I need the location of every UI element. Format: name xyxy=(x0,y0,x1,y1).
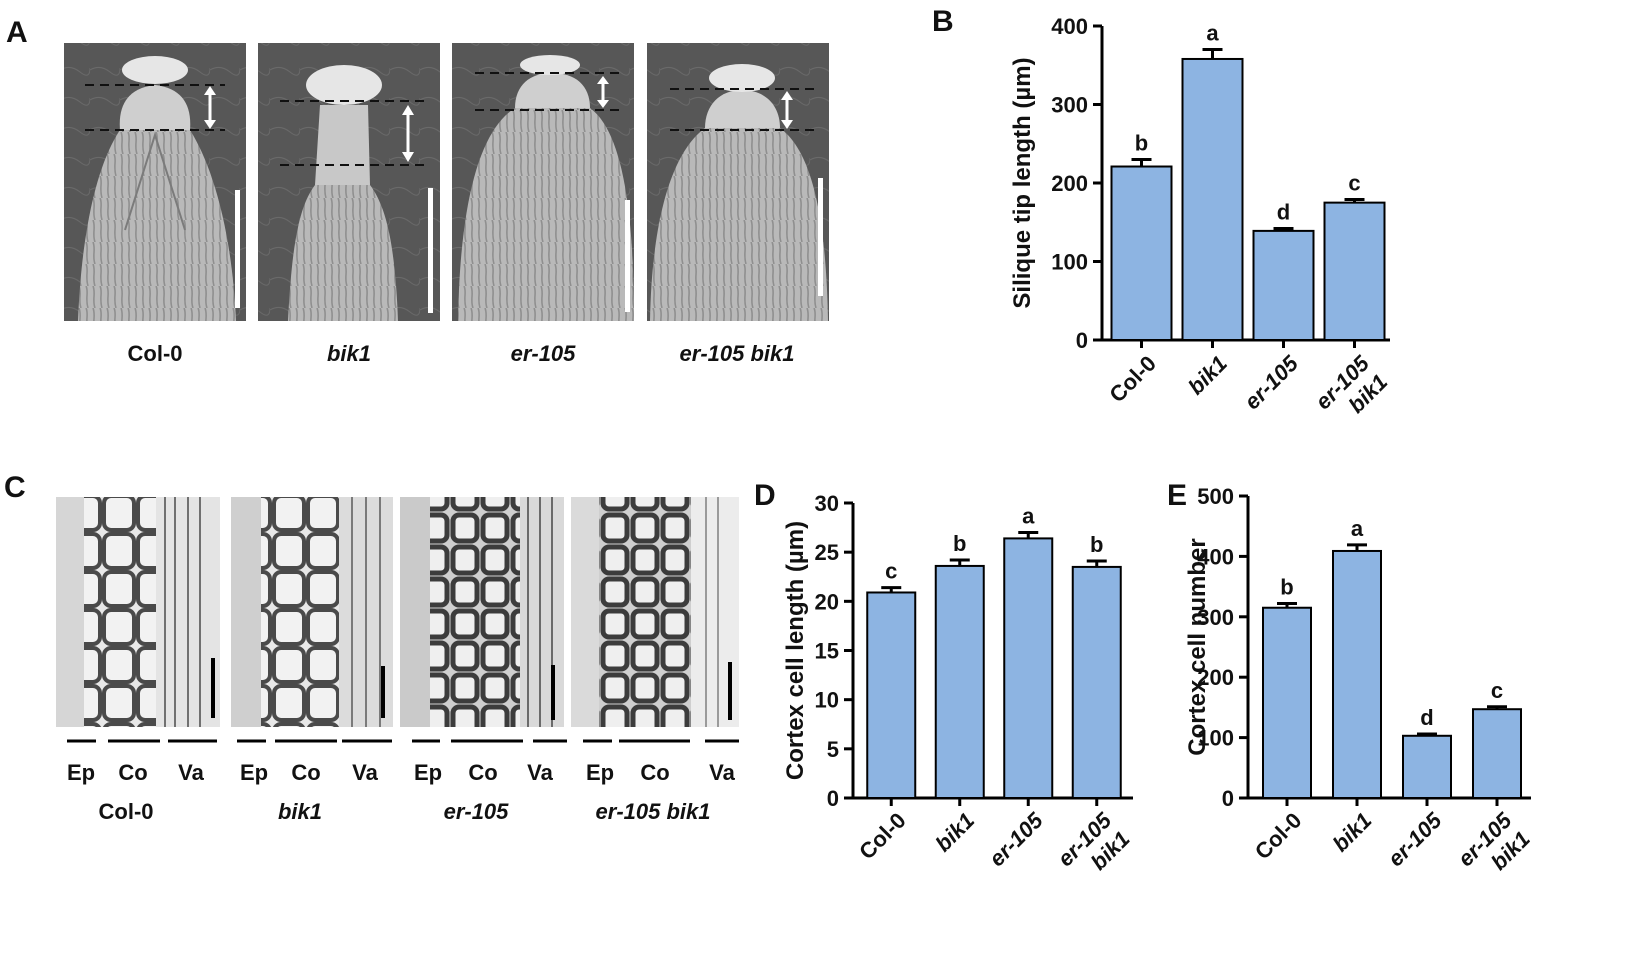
tissue-label-va-4: Va xyxy=(709,760,735,785)
significance-letter: d xyxy=(1277,200,1290,225)
tissue-label-ep-3: Ep xyxy=(414,760,442,785)
tissue-label-va-1: Va xyxy=(178,760,204,785)
panel-label-d: D xyxy=(754,479,776,512)
y-tick-label: 25 xyxy=(815,540,839,565)
y-tick-label: 0 xyxy=(1222,786,1234,811)
tissue-label-co-4: Co xyxy=(640,760,669,785)
bar xyxy=(1181,57,1244,341)
x-tick-label: bik1 xyxy=(1328,808,1377,857)
x-tick-label: Col-0 xyxy=(854,808,911,865)
sem-image-col0 xyxy=(64,43,246,321)
y-tick-label: 100 xyxy=(1197,726,1234,751)
bar xyxy=(1252,229,1315,341)
chart-cortex-cell-number: 0 100 200 300 400 500 Cortex cell number b Col-0… xyxy=(1184,484,1535,889)
bar xyxy=(1071,565,1122,800)
x-tick-label: er-105 xyxy=(1239,350,1303,414)
x-tick-label: bik1 xyxy=(1183,351,1232,400)
significance-letter: a xyxy=(1351,516,1364,541)
x-tick-label: er-105bik1 xyxy=(1453,807,1535,889)
tissue-label-co-3: Co xyxy=(468,760,497,785)
x-tick-label: er-105 xyxy=(1383,807,1447,871)
caption-a-er105-bik1: er-105 bik1 xyxy=(680,341,795,366)
y-axis-label: Cortex cell number xyxy=(1184,538,1211,755)
x-tick-label: er-105bik1 xyxy=(1310,350,1392,432)
caption-a-col0: Col-0 xyxy=(128,341,183,366)
bar xyxy=(1262,606,1312,799)
micrograph-col0 xyxy=(56,497,220,727)
x-tick-label: er-105bik1 xyxy=(1053,807,1135,889)
caption-c-bik1: bik1 xyxy=(278,799,322,824)
y-tick-label: 0 xyxy=(827,786,839,811)
panel-label-c: C xyxy=(4,471,26,504)
significance-letter: d xyxy=(1420,705,1433,730)
significance-letter: a xyxy=(1206,21,1219,46)
bar xyxy=(934,564,985,800)
significance-letter: b xyxy=(1090,532,1103,557)
sem-image-er105-bik1 xyxy=(647,43,829,321)
bar xyxy=(1323,201,1386,341)
caption-c-er105: er-105 xyxy=(444,799,510,824)
significance-letter: b xyxy=(1280,575,1293,600)
significance-letter: c xyxy=(1348,170,1360,195)
panel-label-a: A xyxy=(6,16,28,49)
y-tick-label: 100 xyxy=(1051,250,1088,275)
bar xyxy=(1402,734,1452,800)
y-tick-label: 500 xyxy=(1197,484,1234,509)
y-tick-label: 0 xyxy=(1076,328,1088,353)
tissue-label-va-3: Va xyxy=(527,760,553,785)
x-tick-label: er-105 xyxy=(984,807,1048,871)
significance-letter: b xyxy=(1135,130,1148,155)
tissue-label-ep-1: Ep xyxy=(67,760,95,785)
y-axis-label: Silique tip length (µm) xyxy=(1009,57,1036,308)
bar xyxy=(1110,165,1173,341)
micrograph-er105-bik1 xyxy=(571,497,739,727)
tissue-label-ep-4: Ep xyxy=(586,760,614,785)
bar xyxy=(1332,549,1382,799)
micrograph-bik1 xyxy=(231,497,393,727)
tissue-label-co-1: Co xyxy=(118,760,147,785)
significance-letter: a xyxy=(1022,504,1035,529)
y-tick-label: 30 xyxy=(815,491,839,516)
tissue-label-co-2: Co xyxy=(291,760,320,785)
bar xyxy=(1003,537,1054,800)
y-tick-label: 5 xyxy=(827,737,839,762)
panel-label-b: B xyxy=(932,5,954,38)
micrograph-er105 xyxy=(400,497,564,727)
y-tick-label: 200 xyxy=(1197,665,1234,690)
y-tick-label: 10 xyxy=(815,688,839,713)
caption-c-er105-bik1: er-105 bik1 xyxy=(596,799,711,824)
bar xyxy=(866,591,917,799)
tissue-label-ep-2: Ep xyxy=(240,760,268,785)
sem-image-er105 xyxy=(452,43,634,321)
y-axis-label: Cortex cell length (µm) xyxy=(782,521,809,780)
caption-c-col0: Col-0 xyxy=(99,799,154,824)
caption-a-bik1: bik1 xyxy=(327,341,371,366)
y-tick-label: 15 xyxy=(815,639,839,664)
y-tick-label: 300 xyxy=(1051,93,1088,118)
significance-letter: c xyxy=(1491,678,1503,703)
significance-letter: c xyxy=(885,559,897,584)
significance-letter: b xyxy=(953,531,966,556)
y-tick-label: 400 xyxy=(1051,14,1088,39)
y-tick-label: 20 xyxy=(815,589,839,614)
caption-a-er105: er-105 xyxy=(511,341,577,366)
y-tick-label: 300 xyxy=(1197,605,1234,630)
chart-silique-tip-length: 0 100 200 300 400 Silique tip length (µm) b Col… xyxy=(1009,14,1392,432)
x-tick-label: bik1 xyxy=(930,808,979,857)
tissue-label-va-2: Va xyxy=(352,760,378,785)
y-tick-label: 400 xyxy=(1197,544,1234,569)
x-tick-label: Col-0 xyxy=(1250,808,1307,865)
panel-label-e: E xyxy=(1167,479,1187,512)
sem-image-bik1 xyxy=(258,43,440,321)
x-tick-label: Col-0 xyxy=(1104,351,1161,408)
y-tick-label: 200 xyxy=(1051,171,1088,196)
bar xyxy=(1472,708,1522,799)
